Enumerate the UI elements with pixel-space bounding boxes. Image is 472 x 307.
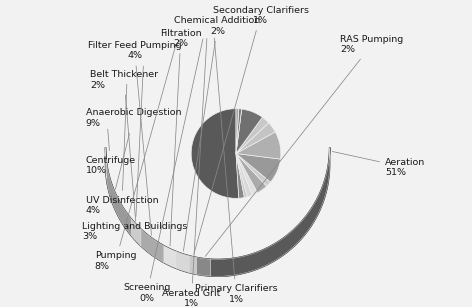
Polygon shape <box>106 147 329 276</box>
Text: Aerated Grit
1%: Aerated Grit 1% <box>162 39 221 307</box>
Wedge shape <box>236 154 270 186</box>
Wedge shape <box>236 154 247 197</box>
Wedge shape <box>236 154 244 198</box>
Text: Filter Feed Pumping
4%: Filter Feed Pumping 4% <box>88 41 182 235</box>
Text: Filtration
2%: Filtration 2% <box>160 29 202 246</box>
Wedge shape <box>191 109 239 198</box>
Text: Secondary Clarifiers
1%: Secondary Clarifiers 1% <box>194 6 309 254</box>
Text: Aeration
51%: Aeration 51% <box>332 151 425 177</box>
Polygon shape <box>190 256 196 274</box>
Text: Pumping
8%: Pumping 8% <box>95 46 176 271</box>
Polygon shape <box>131 219 141 246</box>
Wedge shape <box>236 109 242 154</box>
Polygon shape <box>211 147 329 276</box>
Wedge shape <box>236 154 253 197</box>
Text: UV Disinfection
4%: UV Disinfection 4% <box>85 84 158 216</box>
Wedge shape <box>236 109 242 154</box>
Polygon shape <box>141 229 164 262</box>
Wedge shape <box>236 117 269 154</box>
Polygon shape <box>177 251 190 273</box>
Wedge shape <box>236 109 262 154</box>
Wedge shape <box>236 154 280 182</box>
Text: Centrifuge
10%: Centrifuge 10% <box>85 129 135 176</box>
Wedge shape <box>236 109 239 154</box>
Polygon shape <box>196 258 211 276</box>
Text: Primary Clarifiers
1%: Primary Clarifiers 1% <box>194 38 278 304</box>
Text: Belt Thickener
2%: Belt Thickener 2% <box>90 70 158 221</box>
Polygon shape <box>106 161 131 236</box>
Text: RAS Pumping
2%: RAS Pumping 2% <box>205 35 404 256</box>
Wedge shape <box>236 132 281 159</box>
Polygon shape <box>164 246 177 268</box>
Text: Screening
0%: Screening 0% <box>123 39 203 303</box>
Text: Lighting and Buildings
3%: Lighting and Buildings 3% <box>83 66 188 242</box>
Wedge shape <box>236 154 267 193</box>
Wedge shape <box>236 123 275 154</box>
Wedge shape <box>236 154 258 195</box>
Text: Anaerobic Digestion
9%: Anaerobic Digestion 9% <box>85 108 181 189</box>
Text: Chemical Addition
2%: Chemical Addition 2% <box>175 16 261 251</box>
